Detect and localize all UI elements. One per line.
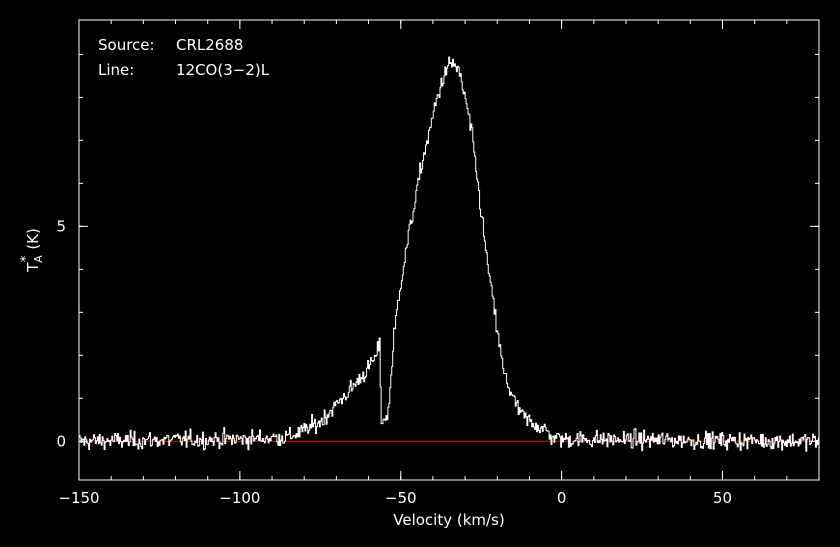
source-key: Source: <box>98 36 155 54</box>
source-value: CRL2688 <box>176 36 243 54</box>
x-tick-label: −150 <box>58 489 99 507</box>
x-axis-label: Velocity (km/s) <box>393 511 504 529</box>
ticks-layer: −150 −100 −50 0 50 0 5 <box>56 20 820 507</box>
y-axis-label-main: T <box>24 262 42 273</box>
x-tick-label: −100 <box>219 489 260 507</box>
y-axis-label-sub: A <box>32 255 45 263</box>
plot-frame <box>78 19 820 481</box>
svg-text:TA*(K): TA* (K) <box>19 228 45 273</box>
y-axis-label-unit: (K) <box>24 228 42 250</box>
y-axis-label: TA* (K) <box>19 228 45 273</box>
x-tick-label: 0 <box>557 489 567 507</box>
line-key: Line: <box>98 61 134 79</box>
x-tick-label: −50 <box>385 489 417 507</box>
x-tick-label: 50 <box>713 489 732 507</box>
y-tick-label: 5 <box>56 217 66 235</box>
y-axis-label-sup: * <box>19 255 34 262</box>
spectrum-line <box>79 56 819 452</box>
line-value: 12CO(3−2)L <box>176 61 270 79</box>
y-tick-label: 0 <box>56 432 66 450</box>
spectrum-layer <box>79 56 819 452</box>
